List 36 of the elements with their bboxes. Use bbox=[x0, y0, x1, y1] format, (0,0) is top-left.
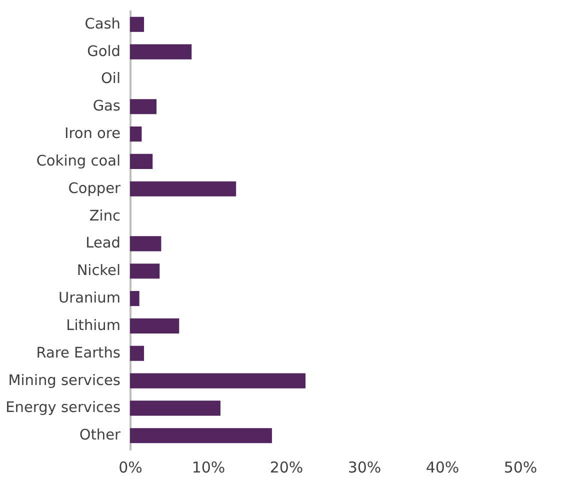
bar bbox=[130, 99, 157, 114]
bar bbox=[130, 181, 236, 196]
bar bbox=[130, 428, 272, 444]
y-tick-label: Mining services bbox=[8, 372, 120, 389]
bar bbox=[130, 16, 144, 32]
x-tick-label: 50% bbox=[504, 458, 538, 476]
bar bbox=[130, 44, 192, 60]
y-tick-label: Energy services bbox=[6, 400, 120, 416]
bar bbox=[130, 373, 306, 388]
bar bbox=[130, 290, 140, 306]
bar bbox=[130, 264, 160, 279]
bar bbox=[130, 154, 153, 170]
y-tick-label: Lithium bbox=[66, 318, 120, 334]
bar bbox=[130, 236, 162, 252]
bar bbox=[130, 346, 144, 361]
bar bbox=[130, 400, 220, 416]
y-tick-label: Gold bbox=[87, 44, 120, 60]
y-tick-label: Iron ore bbox=[64, 126, 121, 142]
x-tick-label: 40% bbox=[426, 458, 460, 476]
y-tick-label: Rare Earths bbox=[36, 345, 120, 362]
x-tick-label: 10% bbox=[192, 458, 226, 476]
y-tick-label: Other bbox=[79, 428, 121, 444]
y-tick-label: Oil bbox=[101, 71, 120, 88]
bar bbox=[130, 318, 180, 334]
y-tick-label: Uranium bbox=[58, 290, 120, 307]
y-tick-label: Cash bbox=[84, 16, 120, 32]
y-tick-label: Lead bbox=[86, 236, 120, 252]
y-tick-label: Zinc bbox=[89, 208, 121, 224]
x-tick-label: 20% bbox=[270, 458, 304, 476]
y-tick-label: Gas bbox=[92, 98, 120, 115]
y-tick-label: Coking coal bbox=[36, 153, 120, 170]
x-tick-label: 0% bbox=[118, 458, 142, 476]
y-tick-label: Nickel bbox=[76, 263, 120, 280]
x-tick-label: 30% bbox=[348, 458, 382, 476]
y-tick-label: Copper bbox=[68, 180, 121, 197]
bar bbox=[130, 126, 142, 142]
